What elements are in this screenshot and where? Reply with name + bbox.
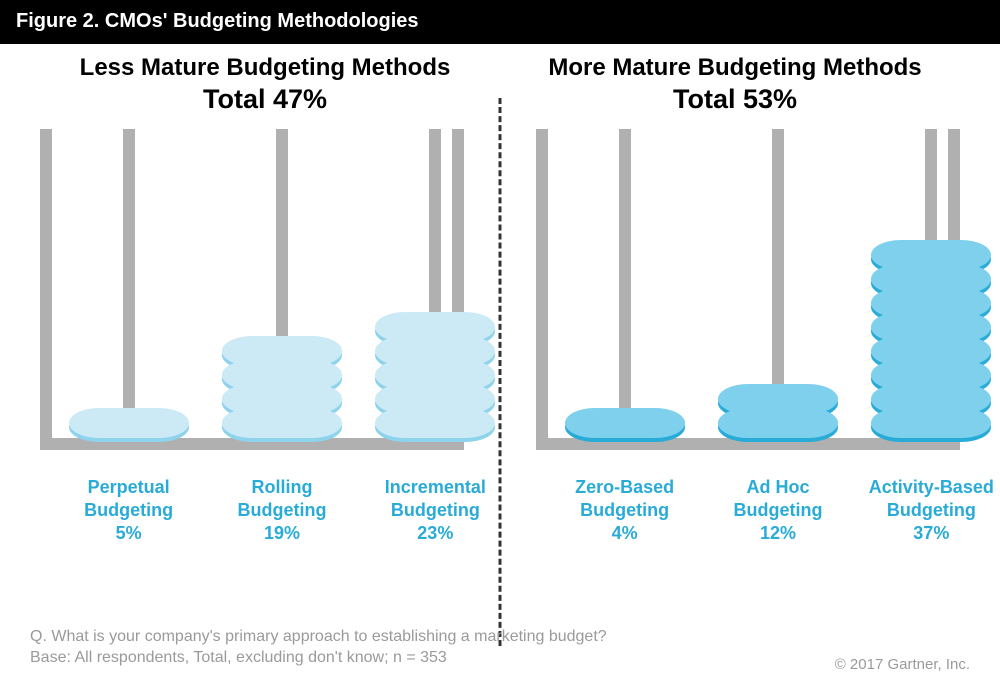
- panel-less-mature: Less Mature Budgeting Methods Total 47%: [30, 54, 500, 115]
- category-label-line: Budgeting: [548, 499, 701, 522]
- category-pct: 4%: [548, 523, 701, 544]
- disc-stack: [69, 414, 189, 438]
- panel-more-mature: More Mature Budgeting Methods Total 53%: [500, 54, 970, 115]
- category-pct: 23%: [359, 523, 512, 544]
- abacus-disc: [565, 408, 685, 438]
- disc-stack: [375, 318, 495, 438]
- category-pct: 12%: [701, 523, 854, 544]
- category-label-line: Zero-Based: [548, 476, 701, 499]
- disc-stack: [871, 246, 991, 438]
- disc-stack: [222, 342, 342, 438]
- chart-content: Less Mature Budgeting Methods Total 47% …: [0, 44, 1000, 566]
- category-label: Ad HocBudgeting12%: [701, 476, 854, 544]
- rod-slot: [930, 129, 932, 474]
- category-label-line: Incremental: [359, 476, 512, 499]
- rod-slot: [434, 129, 436, 474]
- abacus-disc: [375, 312, 495, 342]
- category-pct: 5%: [52, 523, 205, 544]
- category-pct: 37%: [855, 523, 1000, 544]
- category-label: IncrementalBudgeting23%: [359, 476, 512, 544]
- panel-title-more: More Mature Budgeting Methods: [500, 54, 970, 82]
- figure-title-bar: Figure 2. CMOs' Budgeting Methodologies: [0, 0, 1000, 44]
- copyright: © 2017 Gartner, Inc.: [835, 656, 970, 673]
- category-label: RollingBudgeting19%: [205, 476, 358, 544]
- disc-stack: [718, 390, 838, 438]
- abacus-disc: [871, 240, 991, 270]
- abacus-disc: [69, 408, 189, 438]
- category-pct: 19%: [205, 523, 358, 544]
- category-label-line: Budgeting: [701, 499, 854, 522]
- category-label-line: Rolling: [205, 476, 358, 499]
- rod-slot: [624, 129, 626, 474]
- category-label-line: Budgeting: [359, 499, 512, 522]
- figure-title: Figure 2. CMOs' Budgeting Methodologies: [16, 10, 419, 32]
- footer: Q. What is your company's primary approa…: [30, 627, 970, 669]
- panel-title-less: Less Mature Budgeting Methods: [30, 54, 500, 82]
- rod-slot: [281, 129, 283, 474]
- disc-stack: [565, 414, 685, 438]
- category-label-line: Activity-Based: [855, 476, 1000, 499]
- chart-area: [30, 129, 970, 474]
- abacus-rods: [30, 129, 970, 474]
- category-labels-row: PerpetualBudgeting5%RollingBudgeting19%I…: [30, 476, 970, 566]
- category-label-line: Budgeting: [205, 499, 358, 522]
- abacus-disc: [222, 336, 342, 366]
- category-label: Activity-BasedBudgeting37%: [855, 476, 1000, 544]
- survey-base: Base: All respondents, Total, excluding …: [30, 648, 970, 669]
- abacus-disc: [718, 384, 838, 414]
- category-label-line: Budgeting: [855, 499, 1000, 522]
- rod-slot: [777, 129, 779, 474]
- category-label: PerpetualBudgeting5%: [52, 476, 205, 544]
- category-label-line: Ad Hoc: [701, 476, 854, 499]
- category-label: Zero-BasedBudgeting4%: [548, 476, 701, 544]
- panel-total-less: Total 47%: [30, 84, 500, 115]
- rod-slot: [128, 129, 130, 474]
- category-label-line: Budgeting: [52, 499, 205, 522]
- abacus-rod: [619, 129, 631, 438]
- panel-total-more: Total 53%: [500, 84, 970, 115]
- survey-question: Q. What is your company's primary approa…: [30, 627, 970, 648]
- category-label-line: Perpetual: [52, 476, 205, 499]
- abacus-rod: [123, 129, 135, 438]
